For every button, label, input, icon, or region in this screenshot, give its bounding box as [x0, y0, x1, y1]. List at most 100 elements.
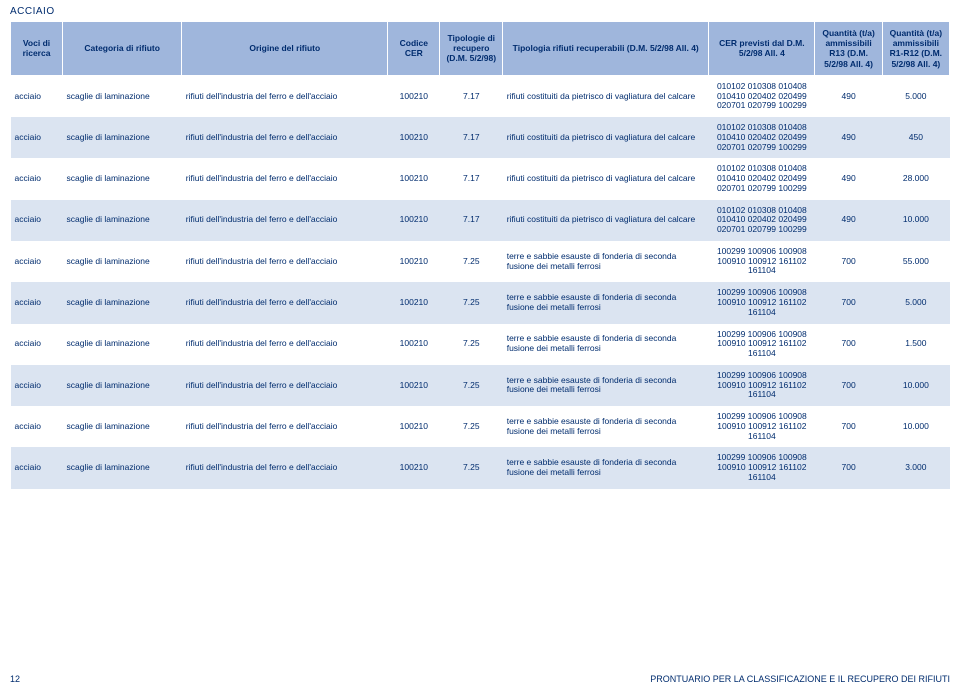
- cell-orig: rifiuti dell'industria del ferro e dell'…: [182, 241, 388, 282]
- cell-r112: 10.000: [882, 365, 949, 406]
- cell-tip: 7.25: [440, 282, 503, 323]
- col-r13: Quantità (t/a) ammissibili R13 (D.M. 5/2…: [815, 22, 882, 76]
- cell-cer: 100210: [388, 158, 440, 199]
- table-body: acciaioscaglie di laminazionerifiuti del…: [11, 75, 950, 488]
- cell-cat: scaglie di laminazione: [63, 447, 182, 488]
- cell-orig: rifiuti dell'industria del ferro e dell'…: [182, 406, 388, 447]
- cell-rec: rifiuti costituiti da pietrisco di vagli…: [503, 75, 709, 117]
- table-row: acciaioscaglie di laminazionerifiuti del…: [11, 324, 950, 365]
- cell-voci: acciaio: [11, 158, 63, 199]
- cell-r112: 28.000: [882, 158, 949, 199]
- cell-orig: rifiuti dell'industria del ferro e dell'…: [182, 200, 388, 241]
- cell-rec: rifiuti costituiti da pietrisco di vagli…: [503, 117, 709, 158]
- cell-cat: scaglie di laminazione: [63, 200, 182, 241]
- cell-r112: 5.000: [882, 75, 949, 117]
- cell-r112: 3.000: [882, 447, 949, 488]
- cell-cer: 100210: [388, 365, 440, 406]
- table-row: acciaioscaglie di laminazionerifiuti del…: [11, 158, 950, 199]
- cell-voci: acciaio: [11, 324, 63, 365]
- cell-tip: 7.25: [440, 406, 503, 447]
- cell-cer: 100210: [388, 117, 440, 158]
- col-r112: Quantità (t/a) ammissibili R1-R12 (D.M. …: [882, 22, 949, 76]
- cell-cerlist: 010102 010308 010408 010410 020402 02049…: [709, 158, 815, 199]
- cell-cer: 100210: [388, 241, 440, 282]
- cell-cat: scaglie di laminazione: [63, 75, 182, 117]
- cell-cat: scaglie di laminazione: [63, 324, 182, 365]
- cell-r13: 700: [815, 282, 882, 323]
- col-orig: Origine del rifiuto: [182, 22, 388, 76]
- cell-orig: rifiuti dell'industria del ferro e dell'…: [182, 282, 388, 323]
- cell-cerlist: 100299 100906 100908 100910 100912 16110…: [709, 241, 815, 282]
- cell-cer: 100210: [388, 406, 440, 447]
- cell-cer: 100210: [388, 75, 440, 117]
- table-row: acciaioscaglie di laminazionerifiuti del…: [11, 200, 950, 241]
- cell-cat: scaglie di laminazione: [63, 117, 182, 158]
- cell-tip: 7.17: [440, 75, 503, 117]
- cell-tip: 7.17: [440, 158, 503, 199]
- waste-table: Voci di ricerca Categoria di rifiuto Ori…: [10, 21, 950, 489]
- page-footer: 12 PRONTUARIO PER LA CLASSIFICAZIONE E I…: [10, 674, 950, 684]
- cell-tip: 7.25: [440, 365, 503, 406]
- cell-cerlist: 100299 100906 100908 100910 100912 16110…: [709, 282, 815, 323]
- cell-cat: scaglie di laminazione: [63, 158, 182, 199]
- cell-voci: acciaio: [11, 406, 63, 447]
- cell-r112: 1.500: [882, 324, 949, 365]
- cell-cer: 100210: [388, 200, 440, 241]
- col-cat: Categoria di rifiuto: [63, 22, 182, 76]
- table-header: Voci di ricerca Categoria di rifiuto Ori…: [11, 22, 950, 76]
- table-row: acciaioscaglie di laminazionerifiuti del…: [11, 117, 950, 158]
- cell-r13: 700: [815, 324, 882, 365]
- cell-cat: scaglie di laminazione: [63, 365, 182, 406]
- cell-r13: 700: [815, 365, 882, 406]
- cell-rec: terre e sabbie esauste di fonderia di se…: [503, 282, 709, 323]
- cell-cat: scaglie di laminazione: [63, 241, 182, 282]
- cell-cat: scaglie di laminazione: [63, 282, 182, 323]
- cell-orig: rifiuti dell'industria del ferro e dell'…: [182, 324, 388, 365]
- table-row: acciaioscaglie di laminazionerifiuti del…: [11, 241, 950, 282]
- col-tipre2: Tipologia rifiuti recuperabili (D.M. 5/2…: [503, 22, 709, 76]
- cell-tip: 7.25: [440, 241, 503, 282]
- cell-r13: 700: [815, 241, 882, 282]
- cell-r13: 490: [815, 117, 882, 158]
- col-voci: Voci di ricerca: [11, 22, 63, 76]
- cell-cerlist: 100299 100906 100908 100910 100912 16110…: [709, 447, 815, 488]
- col-codcer: Codice CER: [388, 22, 440, 76]
- cell-rec: rifiuti costituiti da pietrisco di vagli…: [503, 158, 709, 199]
- cell-voci: acciaio: [11, 447, 63, 488]
- cell-r112: 55.000: [882, 241, 949, 282]
- cell-orig: rifiuti dell'industria del ferro e dell'…: [182, 158, 388, 199]
- cell-rec: rifiuti costituiti da pietrisco di vagli…: [503, 200, 709, 241]
- cell-cer: 100210: [388, 324, 440, 365]
- cell-tip: 7.17: [440, 200, 503, 241]
- table-row: acciaioscaglie di laminazionerifiuti del…: [11, 406, 950, 447]
- cell-voci: acciaio: [11, 365, 63, 406]
- cell-orig: rifiuti dell'industria del ferro e dell'…: [182, 117, 388, 158]
- cell-tip: 7.25: [440, 447, 503, 488]
- cell-r112: 10.000: [882, 406, 949, 447]
- table-row: acciaioscaglie di laminazionerifiuti del…: [11, 447, 950, 488]
- cell-cerlist: 100299 100906 100908 100910 100912 16110…: [709, 365, 815, 406]
- cell-cerlist: 010102 010308 010408 010410 020402 02049…: [709, 75, 815, 117]
- cell-cerlist: 010102 010308 010408 010410 020402 02049…: [709, 117, 815, 158]
- cell-r112: 5.000: [882, 282, 949, 323]
- cell-cat: scaglie di laminazione: [63, 406, 182, 447]
- cell-r13: 700: [815, 406, 882, 447]
- cell-r13: 490: [815, 158, 882, 199]
- table-row: acciaioscaglie di laminazionerifiuti del…: [11, 365, 950, 406]
- page-title: ACCIAIO: [0, 0, 960, 21]
- cell-orig: rifiuti dell'industria del ferro e dell'…: [182, 447, 388, 488]
- cell-voci: acciaio: [11, 117, 63, 158]
- cell-tip: 7.17: [440, 117, 503, 158]
- cell-orig: rifiuti dell'industria del ferro e dell'…: [182, 75, 388, 117]
- cell-r13: 700: [815, 447, 882, 488]
- cell-r13: 490: [815, 75, 882, 117]
- cell-r13: 490: [815, 200, 882, 241]
- cell-voci: acciaio: [11, 75, 63, 117]
- cell-rec: terre e sabbie esauste di fonderia di se…: [503, 447, 709, 488]
- table-row: acciaioscaglie di laminazionerifiuti del…: [11, 75, 950, 117]
- cell-voci: acciaio: [11, 241, 63, 282]
- cell-rec: terre e sabbie esauste di fonderia di se…: [503, 365, 709, 406]
- cell-rec: terre e sabbie esauste di fonderia di se…: [503, 324, 709, 365]
- cell-cerlist: 010102 010308 010408 010410 020402 02049…: [709, 200, 815, 241]
- footer-title: PRONTUARIO PER LA CLASSIFICAZIONE E IL R…: [650, 674, 950, 684]
